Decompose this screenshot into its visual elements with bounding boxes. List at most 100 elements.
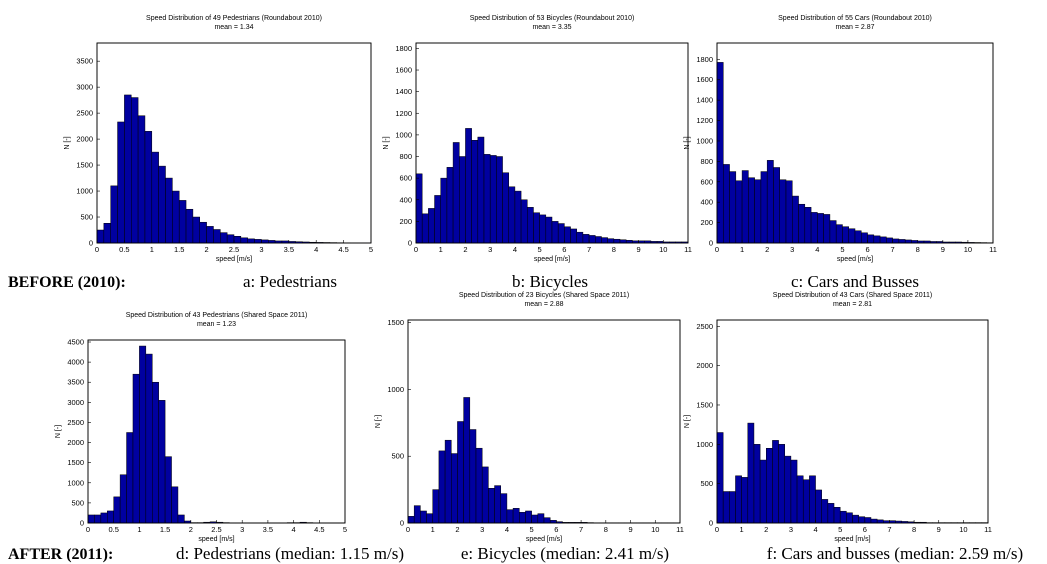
bar: [137, 115, 146, 244]
bar: [747, 422, 755, 524]
bar: [835, 224, 843, 244]
bar: [124, 94, 132, 244]
y-tick-label: 1800: [696, 55, 713, 64]
bar: [413, 505, 421, 524]
bar: [852, 514, 859, 524]
bar: [165, 177, 173, 244]
bar: [543, 517, 551, 524]
bar: [164, 456, 172, 524]
x-tick-label: 0.5: [119, 245, 129, 254]
y-tick-label: 2000: [696, 361, 713, 370]
bar: [858, 516, 866, 524]
x-tick-label: 4: [505, 525, 509, 534]
bar: [549, 520, 557, 524]
bar: [428, 208, 435, 244]
bar: [446, 167, 454, 244]
x-axis-label: speed [m/s]: [534, 256, 570, 263]
bar: [748, 177, 755, 244]
bar: [488, 488, 495, 524]
x-tick-label: 10: [651, 525, 659, 534]
bar: [144, 131, 153, 244]
bar: [172, 190, 180, 244]
x-tick-label: 0.5: [108, 525, 118, 534]
x-tick-label: 6: [865, 245, 869, 254]
x-tick-label: 4: [813, 525, 817, 534]
y-tick-label: 1500: [67, 458, 84, 467]
bar: [139, 345, 147, 524]
x-tick-label: 1: [740, 525, 744, 534]
y-tick-label: 2000: [67, 438, 84, 447]
y-tick-label: 3000: [67, 398, 84, 407]
bar: [879, 236, 887, 244]
y-tick-label: 1000: [387, 385, 404, 394]
y-tick-label: 1400: [395, 87, 412, 96]
y-tick-label: 1800: [395, 44, 412, 53]
bar: [779, 179, 787, 244]
bar: [451, 453, 458, 524]
bar: [833, 507, 841, 524]
x-tick-label: 0: [715, 525, 719, 534]
bar: [247, 238, 255, 244]
x-tick-label: 8: [604, 525, 608, 534]
chart-title: Speed Distribution of 43 Cars (Shared Sp…: [773, 292, 932, 299]
y-tick-label: 1000: [395, 130, 412, 139]
bar: [457, 421, 464, 524]
bar: [729, 171, 737, 244]
x-tick-label: 1: [439, 245, 443, 254]
y-tick-label: 4000: [67, 358, 84, 367]
bar: [407, 516, 415, 524]
x-axis-label: speed [m/s]: [198, 536, 234, 543]
plot-frame: [415, 42, 689, 244]
y-tick-label: 1500: [387, 318, 404, 327]
x-tick-label: 2: [189, 525, 193, 534]
y-tick-label: 3000: [76, 83, 93, 92]
bar: [525, 510, 532, 524]
x-tick-label: 4: [815, 245, 819, 254]
bar: [829, 220, 837, 244]
bar: [898, 239, 906, 244]
bar: [753, 444, 761, 524]
bar: [557, 223, 565, 244]
chart-subtitle: mean = 2.87: [835, 24, 874, 31]
x-tick-label: 6: [562, 245, 566, 254]
y-tick-label: 2000: [76, 135, 93, 144]
x-axis-label: speed [m/s]: [837, 256, 873, 263]
x-tick-label: 4.5: [338, 245, 348, 254]
bar: [489, 155, 497, 244]
x-tick-label: 7: [579, 525, 583, 534]
bar: [810, 212, 818, 244]
bar: [512, 508, 520, 524]
bar: [185, 208, 194, 244]
bar: [861, 232, 868, 244]
x-tick-label: 0: [715, 245, 719, 254]
bar: [582, 234, 590, 244]
bar: [421, 213, 429, 244]
bar: [846, 512, 853, 524]
x-tick-label: 1: [150, 245, 154, 254]
x-tick-label: 5: [538, 245, 542, 254]
x-tick-label: 9: [937, 525, 941, 534]
bar: [531, 514, 539, 524]
chart-title: Speed Distribution of 55 Cars (Roundabou…: [778, 15, 932, 22]
bar: [613, 238, 621, 244]
y-tick-label: 200: [399, 217, 412, 226]
bar: [839, 510, 847, 524]
bar: [722, 491, 730, 524]
y-tick-label: 1400: [696, 96, 713, 105]
y-tick-label: 500: [80, 213, 93, 222]
bar: [206, 226, 214, 244]
bar: [735, 180, 743, 244]
bar: [886, 237, 893, 244]
bar: [796, 475, 804, 524]
bar: [415, 173, 423, 244]
bar: [815, 489, 822, 524]
x-tick-label: 6: [554, 525, 558, 534]
x-tick-label: 2.5: [229, 245, 239, 254]
bar: [735, 475, 742, 524]
row-label: BEFORE (2010):: [8, 274, 126, 291]
bar: [823, 214, 831, 244]
x-tick-label: 10: [959, 525, 967, 534]
bar: [94, 514, 102, 524]
x-tick-label: 4.5: [314, 525, 324, 534]
